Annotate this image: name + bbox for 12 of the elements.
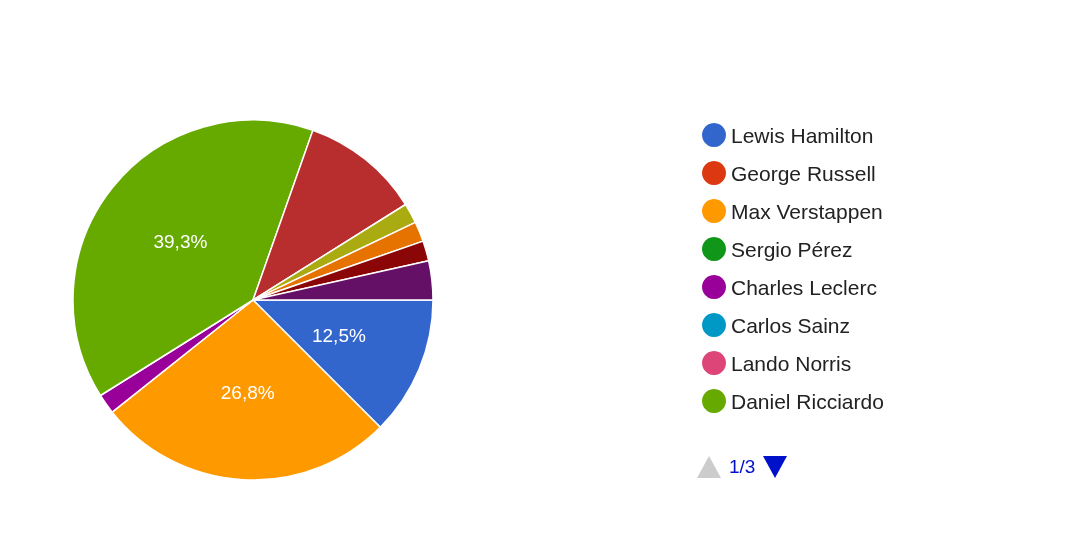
legend-label: George Russell bbox=[731, 161, 876, 185]
legend-label: Lewis Hamilton bbox=[731, 123, 874, 147]
legend-label: Charles Leclerc bbox=[731, 275, 877, 299]
data-label: 26,8% bbox=[220, 382, 275, 404]
legend-label: Carlos Sainz bbox=[731, 313, 851, 337]
legend-label: Lando Norris bbox=[731, 351, 852, 375]
legend-label: Daniel Ricciardo bbox=[731, 389, 884, 413]
legend-label: Sergio Pérez bbox=[731, 237, 853, 261]
data-label: 39,3% bbox=[153, 231, 208, 253]
data-label: 12,5% bbox=[311, 325, 366, 347]
text: 1/3 bbox=[729, 456, 756, 478]
legend-label: Max Verstappen bbox=[731, 199, 883, 223]
